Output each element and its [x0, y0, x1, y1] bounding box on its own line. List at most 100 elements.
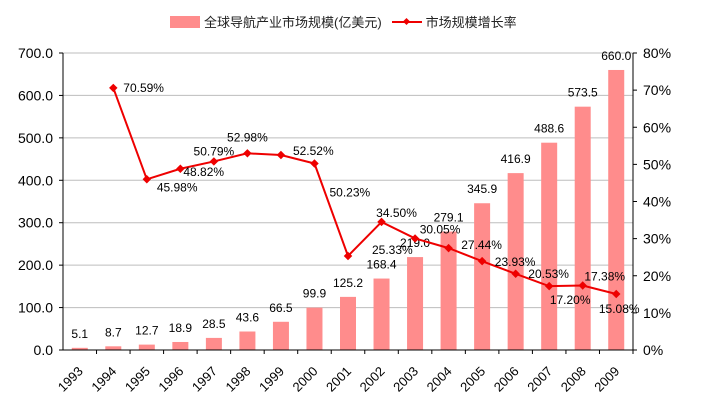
bar [272, 321, 289, 350]
x-tick-label: 1996 [155, 364, 186, 395]
y-right-tick-label: 40% [643, 194, 671, 210]
bar [440, 231, 457, 350]
y-right-tick-label: 10% [643, 305, 671, 321]
growth-value-label: 30.05% [420, 222, 461, 236]
growth-marker [544, 281, 554, 291]
growth-value-label: 52.98% [227, 130, 268, 144]
x-tick-label: 1994 [88, 364, 119, 395]
growth-marker [511, 269, 520, 279]
x-tick-label: 2002 [357, 364, 388, 395]
x-tick-label: 2000 [290, 364, 321, 395]
bar [407, 257, 424, 350]
x-tick-label: 2007 [524, 364, 555, 395]
growth-value-label: 17.20% [550, 293, 591, 307]
bar [373, 278, 390, 350]
growth-marker [276, 150, 286, 160]
y-right-tick-label: 50% [643, 156, 671, 172]
y-right-tick-label: 20% [643, 268, 671, 284]
bar [474, 203, 491, 350]
bar [172, 341, 189, 350]
growth-marker [109, 83, 118, 93]
growth-marker [611, 289, 621, 299]
x-tick-label: 2001 [323, 364, 354, 395]
bar-value-label: 279.1 [434, 211, 464, 225]
growth-marker [176, 164, 185, 173]
x-tick-label: 2004 [424, 364, 455, 395]
x-tick-label: 2008 [558, 364, 589, 395]
growth-value-label: 23.93% [495, 255, 536, 269]
bar [507, 173, 524, 350]
bar [306, 307, 323, 350]
bar-value-label: 168.4 [367, 258, 397, 272]
bar-value-label: 28.5 [202, 317, 226, 331]
growth-value-label: 17.38% [584, 269, 625, 283]
y-left-tick-label: 0.0 [34, 342, 54, 358]
x-tick-label: 1997 [189, 364, 220, 395]
bar-value-label: 416.9 [501, 152, 531, 166]
y-right-tick-label: 70% [643, 82, 671, 98]
growth-marker [377, 217, 386, 227]
bar-value-label: 660.0 [601, 49, 631, 63]
bar-value-label: 5.1 [71, 327, 88, 341]
x-tick-label: 2006 [491, 364, 522, 395]
y-right-tick-label: 60% [643, 119, 671, 135]
growth-marker [444, 243, 453, 253]
x-tick-label: 2003 [390, 364, 421, 395]
bar-value-label: 345.9 [467, 182, 497, 196]
legend: 全球导航产业市场规模(亿美元) 市场规模增长率 [170, 12, 517, 31]
y-right-tick-label: 80% [643, 45, 671, 61]
bar-value-label: 488.6 [534, 122, 564, 136]
bar-value-label: 219.0 [400, 236, 430, 250]
growth-value-label: 27.44% [461, 238, 502, 252]
y-left-tick-label: 100.0 [18, 300, 53, 316]
growth-value-label: 52.52% [293, 144, 334, 158]
x-tick-label: 2005 [457, 364, 488, 395]
bar-value-label: 8.7 [105, 325, 122, 339]
legend-line-label: 市场规模增长率 [425, 15, 517, 30]
growth-value-label: 70.59% [123, 81, 164, 95]
legend-line-swatch [391, 16, 422, 28]
growth-marker [243, 149, 252, 158]
growth-marker [343, 251, 353, 261]
bar [105, 346, 122, 350]
bar [239, 331, 256, 350]
bar [541, 142, 558, 350]
bar-value-label: 12.7 [135, 324, 159, 338]
bar-value-label: 573.5 [568, 86, 598, 100]
growth-marker [209, 157, 219, 166]
y-left-tick-label: 300.0 [18, 215, 53, 231]
growth-value-label: 15.08% [599, 302, 640, 316]
legend-bar-label: 全球导航产业市场规模(亿美元) [204, 15, 382, 30]
bar-value-label: 18.9 [169, 321, 193, 335]
x-tick-label: 1993 [55, 364, 86, 395]
y-left-tick-label: 500.0 [18, 130, 53, 146]
y-left-tick-label: 200.0 [18, 257, 53, 273]
growth-value-label: 25.33% [372, 243, 413, 257]
bar-value-label: 99.9 [303, 287, 327, 301]
y-left-tick-label: 600.0 [18, 87, 53, 103]
growth-line [112, 87, 617, 295]
bar-value-label: 66.5 [269, 301, 293, 315]
bar [138, 344, 155, 350]
growth-marker [142, 175, 152, 184]
growth-marker [578, 281, 587, 290]
growth-value-label: 48.82% [183, 165, 224, 179]
y-right-tick-label: 0% [643, 342, 663, 358]
bar [340, 296, 356, 350]
growth-value-label: 45.98% [157, 180, 198, 194]
bar-value-label: 43.6 [236, 311, 260, 325]
bar [205, 337, 222, 350]
bar [608, 69, 625, 350]
growth-value-label: 50.79% [194, 144, 235, 158]
y-left-tick-label: 400.0 [18, 172, 53, 188]
legend-bar-swatch [170, 15, 200, 28]
y-right-tick-label: 30% [643, 231, 671, 247]
growth-marker [477, 256, 487, 266]
bar [71, 347, 88, 350]
x-tick-label: 1999 [256, 364, 287, 395]
x-tick-label: 2009 [591, 364, 622, 395]
growth-value-label: 50.23% [329, 186, 370, 200]
growth-marker [410, 234, 420, 243]
